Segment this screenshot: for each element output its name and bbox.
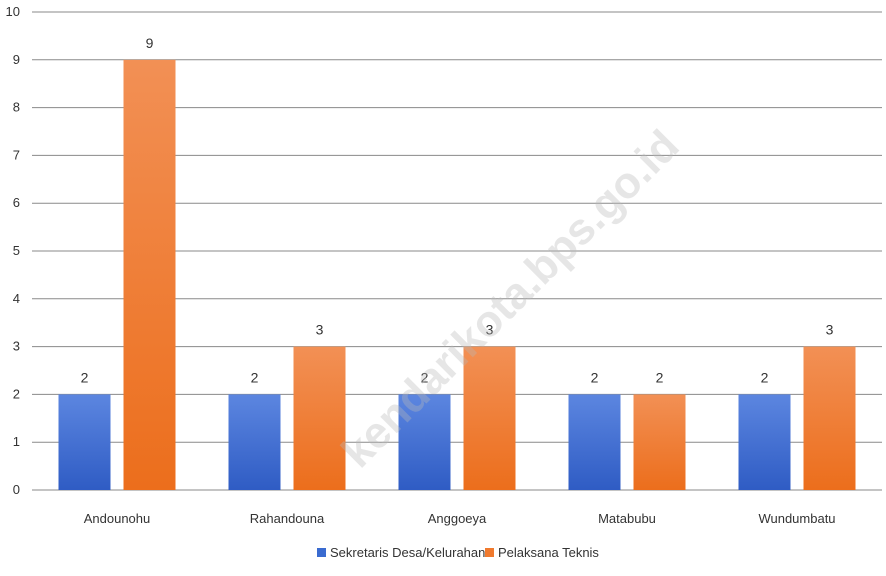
bar-pelaksana: [803, 346, 856, 490]
y-tick-label: 7: [13, 147, 20, 162]
data-label: 2: [421, 369, 429, 385]
bar-sekretaris: [58, 394, 111, 490]
legend-swatch: [317, 548, 326, 557]
bar-pelaksana: [463, 346, 516, 490]
x-axis: Andounohu Rahandouna Anggoeya Matabubu Wundu…: [84, 511, 836, 526]
data-label: 2: [81, 369, 89, 385]
y-tick-label: 8: [13, 100, 20, 115]
data-label: 3: [486, 322, 494, 338]
y-tick-label: 6: [13, 195, 20, 210]
category-label: Andounohu: [84, 511, 151, 526]
data-label: 2: [591, 369, 599, 385]
y-tick-label: 9: [13, 52, 20, 67]
y-tick-label: 5: [13, 243, 20, 258]
legend: Sekretaris Desa/Kelurahan Pelaksana Tekni…: [317, 545, 599, 560]
y-axis: 0 1 2 3 4 5 6 7 8 9 10: [6, 4, 20, 497]
data-label: 2: [251, 369, 259, 385]
bars: [58, 59, 856, 491]
bar-sekretaris: [398, 394, 451, 490]
data-label: 2: [656, 369, 664, 385]
data-label: 2: [761, 369, 769, 385]
bar-sekretaris: [568, 394, 621, 490]
y-tick-label: 3: [13, 339, 20, 354]
data-label: 3: [826, 322, 834, 338]
y-tick-label: 0: [13, 482, 20, 497]
data-label: 9: [146, 35, 154, 51]
y-tick-label: 4: [13, 291, 20, 306]
legend-label: Pelaksana Teknis: [498, 545, 599, 560]
bar-sekretaris: [228, 394, 281, 490]
y-tick-label: 10: [6, 4, 20, 19]
category-label: Rahandouna: [250, 511, 325, 526]
category-label: Wundumbatu: [758, 511, 835, 526]
legend-label: Sekretaris Desa/Kelurahan: [330, 545, 485, 560]
bar-pelaksana: [293, 346, 346, 490]
bar-sekretaris: [738, 394, 791, 490]
bar-pelaksana: [633, 394, 686, 490]
data-label: 3: [316, 322, 324, 338]
legend-swatch: [485, 548, 494, 557]
y-tick-label: 1: [13, 434, 20, 449]
bar-pelaksana: [123, 59, 176, 491]
data-labels: 2 9 2 3 2 3 2 2 2 3: [81, 35, 834, 386]
y-tick-label: 2: [13, 386, 20, 401]
category-label: Matabubu: [598, 511, 656, 526]
category-label: Anggoeya: [428, 511, 487, 526]
